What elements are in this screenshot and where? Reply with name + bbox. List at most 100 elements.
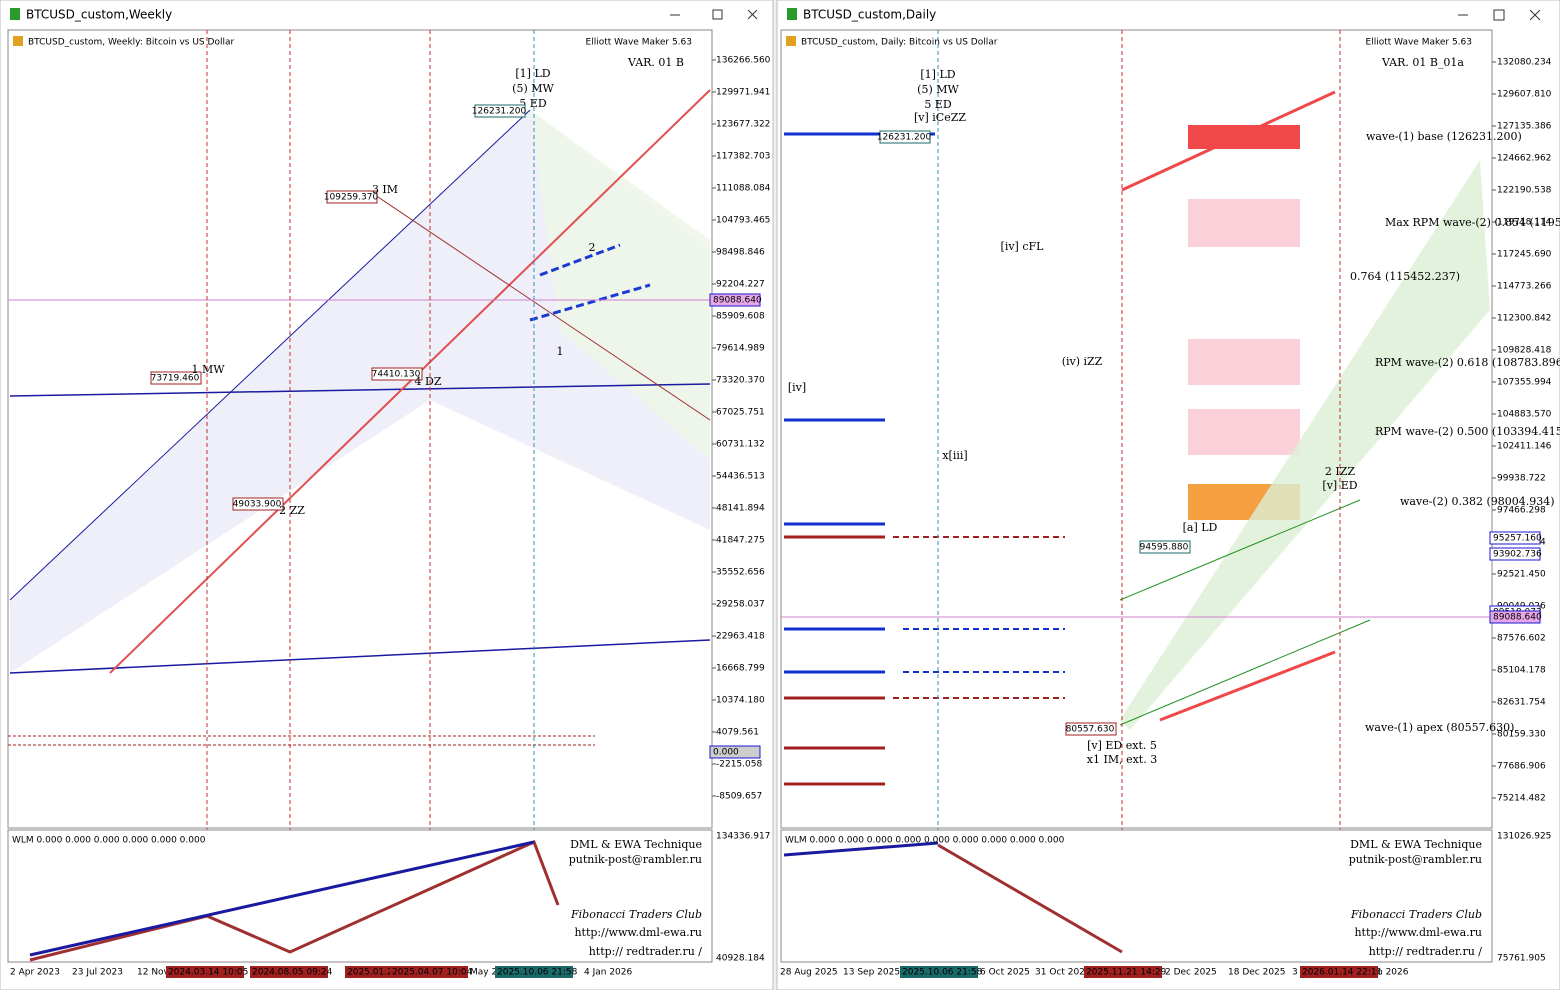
credit: http://www.dml-ewa.ru: [574, 926, 702, 939]
date-label: 2024.03.14 10:05: [168, 968, 248, 978]
wlm-line: [937, 843, 1123, 954]
label-box: [371, 367, 423, 381]
price-tick-label: 67025.751: [716, 408, 765, 418]
wlm-label: WLM 0.000 0.000 0.000 0.000 0.000 0.000 …: [785, 836, 1065, 846]
date-label: 2025.10.06 21:58: [902, 968, 983, 978]
date-label: 12 Nov: [137, 968, 170, 978]
wave-label: (iv) iZZ: [1062, 355, 1103, 368]
indicator-name: Elliott Wave Maker 5.63: [586, 38, 692, 48]
date-label: n 2026: [1377, 968, 1409, 978]
trend-line: [109, 89, 711, 674]
wave-label: x[iii]: [942, 449, 967, 462]
date-label: 13 Sep 2025: [843, 968, 900, 978]
price-tick-label: 54436.513: [716, 472, 765, 482]
wave-label: [1] LD: [920, 68, 955, 81]
wave-label: wave-(1) apex (80557.630): [1365, 721, 1514, 734]
wave-label: [v] ED: [1322, 479, 1357, 492]
wave-label: [v] iCeZZ: [914, 111, 966, 124]
price-tick-label: 80159.330: [1497, 730, 1546, 740]
price-tick-label: 35552.656: [716, 568, 765, 578]
price-tick-label: 97466.298: [1497, 506, 1546, 516]
sub-tick-label: 75761.905: [1497, 954, 1546, 964]
date-marker: [900, 966, 978, 978]
wave-label: 109259.370: [324, 193, 379, 203]
date-marker: [390, 966, 468, 978]
price-tick-label: 98498.846: [716, 248, 765, 258]
window-buttons[interactable]: [670, 9, 1541, 21]
date-label: 6 Oct 2025: [980, 968, 1030, 978]
zone: [1188, 339, 1300, 385]
wave-label: 2 ZZ: [279, 504, 305, 517]
price-tick-label: 87576.602: [1497, 634, 1546, 644]
wave-label: 2 IZZ: [1325, 465, 1355, 478]
price-tick-label: 127135.386: [1497, 122, 1552, 132]
trend-line: [1119, 499, 1361, 601]
price-tick-label: 129607.810: [1497, 90, 1552, 100]
zone: [1188, 199, 1300, 247]
credit: Fibonacci Traders Club: [570, 908, 702, 921]
price-tick-label: 92204.227: [716, 280, 765, 290]
wave-label: wave-(1) base (126231.200): [1366, 130, 1522, 143]
price-tick-label: 117382.703: [716, 152, 770, 162]
price-tick-label: 111088.084: [716, 184, 771, 194]
wave-label: 3 IM: [372, 183, 398, 196]
window-title: BTCUSD_custom,Daily: [803, 8, 936, 22]
symbol-icon: [13, 36, 23, 46]
credit: putnik-post@rambler.ru: [569, 853, 702, 866]
price-tick-label: 85909.608: [716, 312, 765, 322]
date-label: May 2: [470, 968, 497, 978]
channel-shade: [10, 110, 710, 673]
subwindow: [7, 829, 713, 963]
price-tick-label: 104883.570: [1497, 410, 1552, 420]
wave-label: RPM wave-(2) 0.500 (103394.415): [1375, 425, 1560, 438]
wave-label: RPM wave-(2) 0.618 (108783.896): [1375, 356, 1560, 369]
date-label: 23 Jul 2023: [72, 968, 123, 978]
fork-shade: [1120, 160, 1490, 730]
zone: [1188, 125, 1300, 149]
price-tick-label: 132080.234: [1497, 58, 1552, 68]
date-label: 2 Dec 2025: [1165, 968, 1217, 978]
wave-label: 74410.130: [372, 370, 421, 380]
price-tick-label: 129971.941: [716, 88, 770, 98]
credit: http:// redtrader.ru /: [589, 945, 703, 958]
date-marker: [250, 966, 328, 978]
price-marker: [709, 745, 761, 759]
price-marker-label: 89088.640: [1493, 613, 1542, 623]
price-marker-label: 93902.736: [1493, 550, 1542, 560]
indicator-name: Elliott Wave Maker 5.63: [1366, 38, 1472, 48]
trend-line: [374, 194, 711, 421]
wave-label: (5) MW: [917, 83, 959, 96]
price-tick-label: 41847.275: [716, 536, 765, 546]
level-bars: [784, 132, 935, 786]
date-marker: [495, 966, 573, 978]
wave-label: 73719.460: [151, 374, 200, 384]
credit: Fibonacci Traders Club: [1350, 908, 1482, 921]
price-tick-label: 122190.538: [1497, 186, 1552, 196]
date-label: 28 Aug 2025: [780, 968, 838, 978]
price-marker-label: 0.000: [713, 748, 739, 758]
date-label: 3: [1292, 968, 1298, 978]
wave-label: 1: [557, 345, 564, 358]
trend-line: [9, 109, 531, 601]
arrows: [893, 536, 1065, 699]
wave-label: 126231.200: [472, 107, 527, 117]
price-tick-label: 119718.114: [1497, 218, 1552, 228]
wave-label: 1 MW: [191, 363, 225, 376]
price-tick-label: 82631.754: [1497, 698, 1546, 708]
wlm-label: WLM 0.000 0.000 0.000 0.000 0.000 0.000: [12, 836, 206, 846]
price-tick-label: 112300.842: [1497, 314, 1551, 324]
trend-line: [9, 383, 711, 397]
price-tick-label: 22963.418: [716, 632, 765, 642]
price-tick-label: 29258.037: [716, 600, 765, 610]
window-title: BTCUSD_custom,Weekly: [26, 8, 172, 22]
price-tick-label: -2215.058: [716, 760, 762, 770]
label-box: [150, 371, 202, 385]
date-marker: [1300, 966, 1378, 978]
price-marker: [1489, 547, 1541, 561]
price-marker: [1489, 531, 1541, 545]
price-tick-label: 73320.370: [716, 376, 765, 386]
date-label: 4 Jan 2026: [584, 968, 632, 978]
wave-label: 5 ED: [924, 98, 952, 111]
wave-label: 49033.900: [233, 500, 282, 510]
